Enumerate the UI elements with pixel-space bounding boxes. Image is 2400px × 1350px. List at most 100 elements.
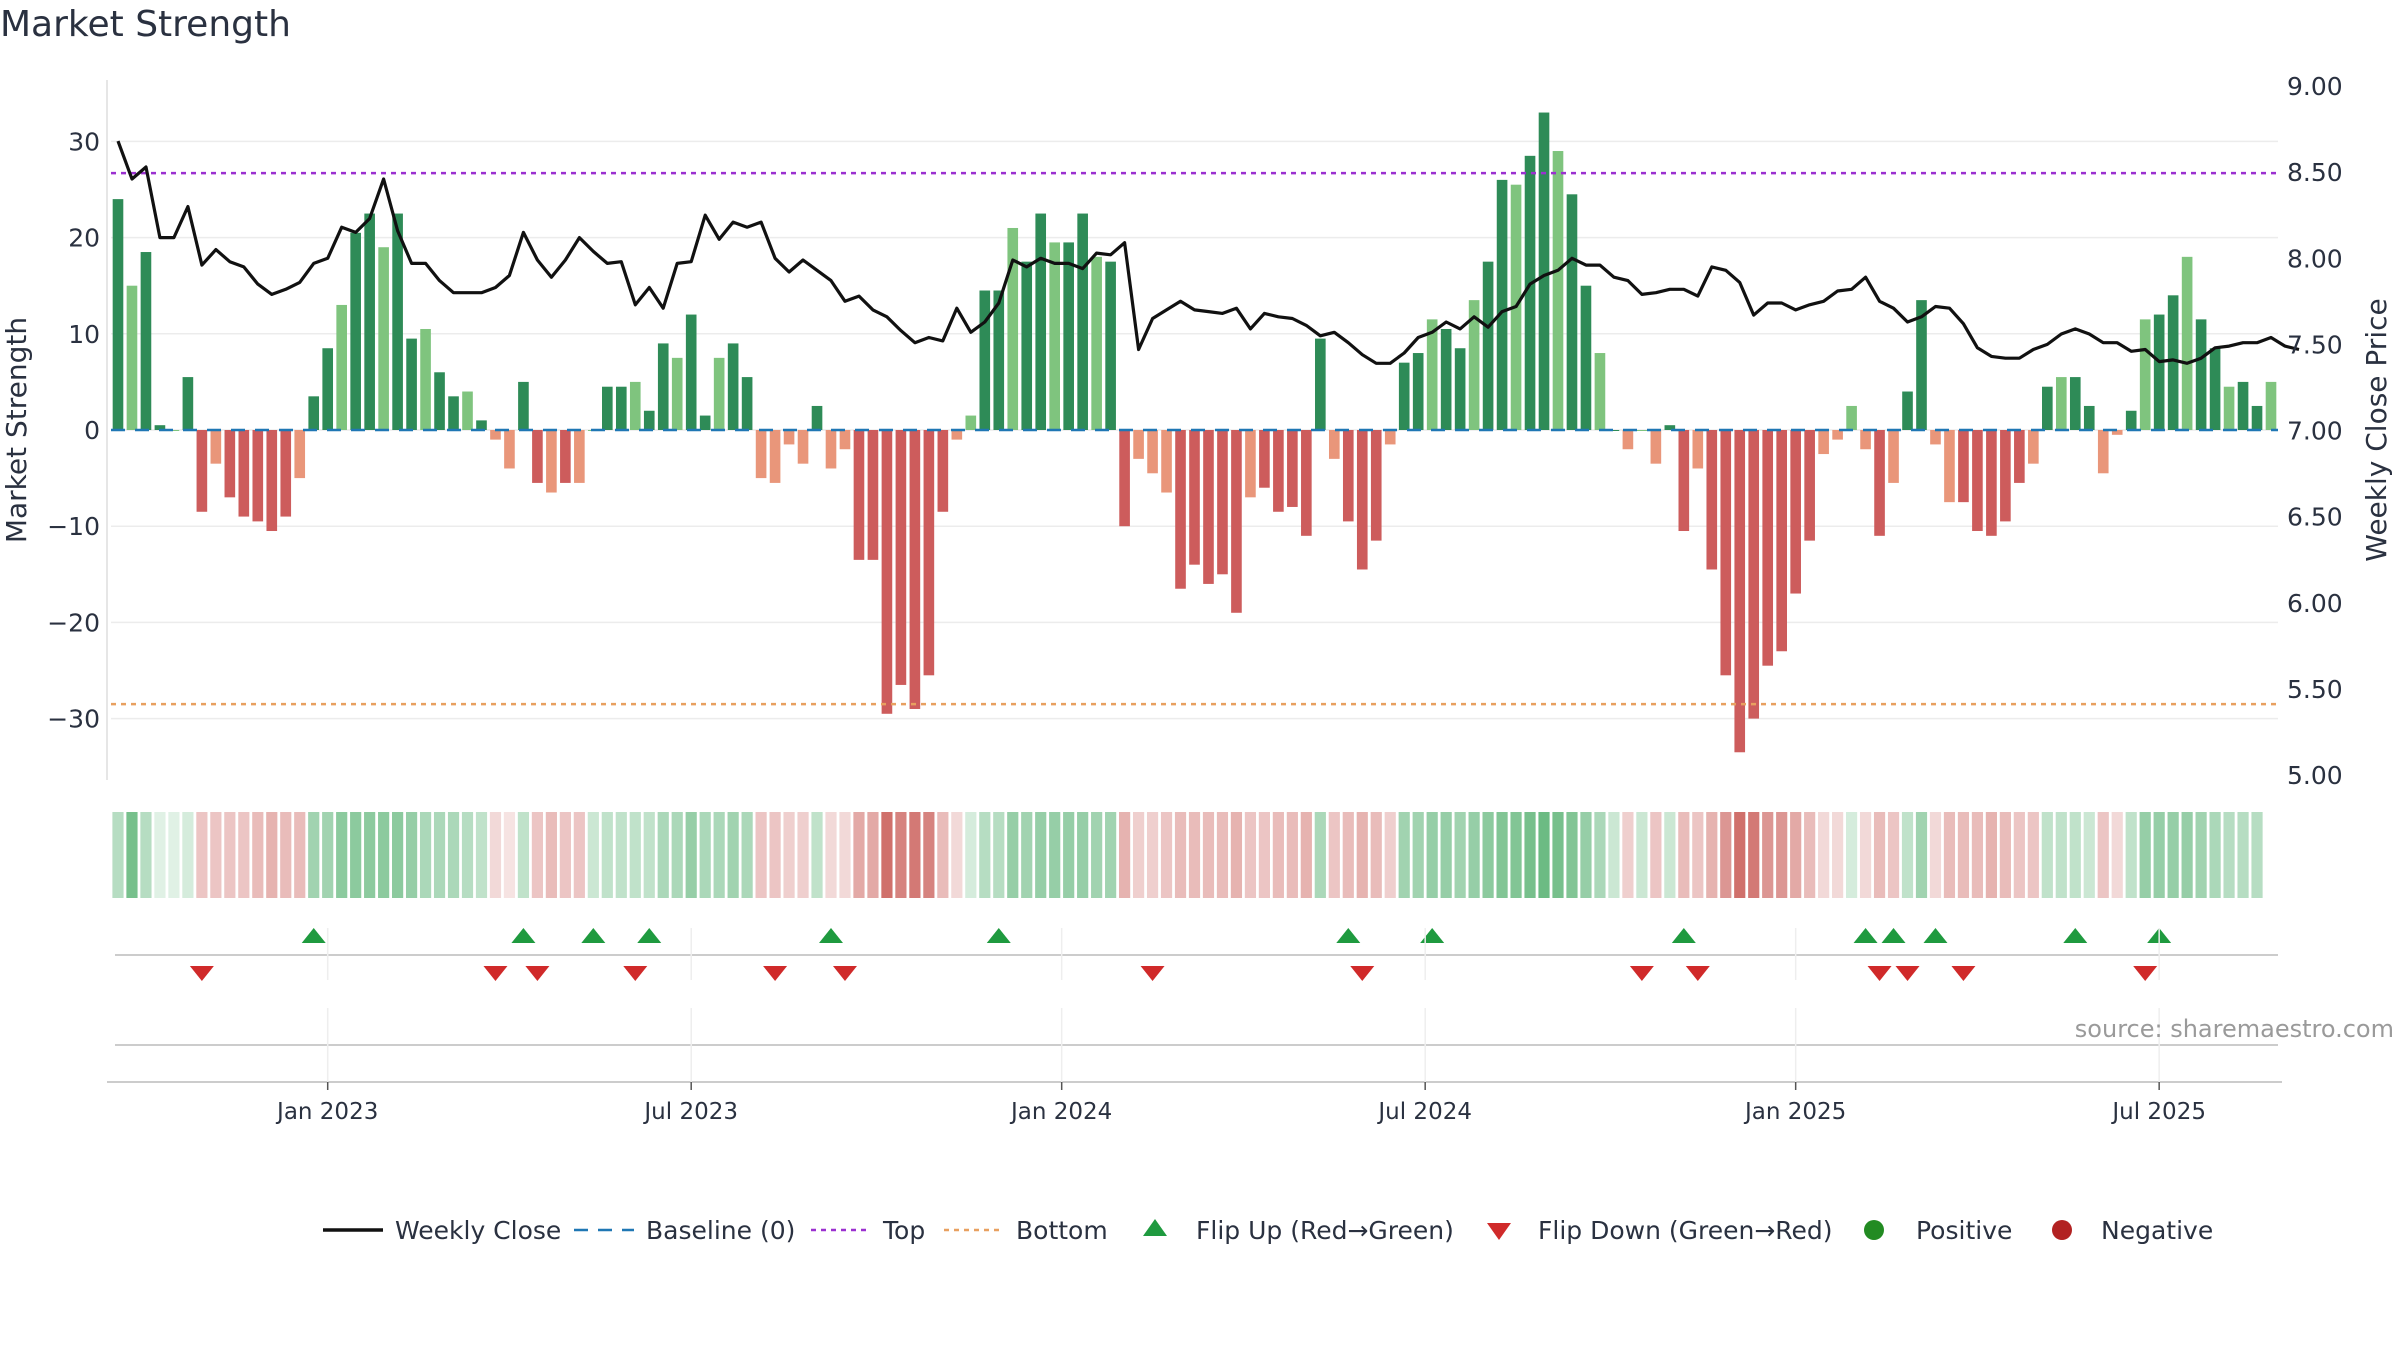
strength-heat-strip xyxy=(112,812,2263,898)
heat-cell xyxy=(2209,812,2221,898)
strength-bar xyxy=(294,430,306,479)
flip-down-marker xyxy=(2133,966,2158,981)
y-right-tick-label: 6.50 xyxy=(2287,503,2343,532)
heat-cell xyxy=(489,812,502,898)
strength-bar xyxy=(1860,430,1871,450)
strength-bar xyxy=(2237,381,2249,430)
strength-bar xyxy=(1077,213,1088,430)
heat-cell xyxy=(2195,812,2207,898)
strength-bar xyxy=(280,430,292,517)
strength-bar xyxy=(532,430,543,483)
flip-down-marker xyxy=(1629,966,1654,981)
heat-cell xyxy=(447,812,460,898)
strength-bar xyxy=(713,357,725,430)
y-tick-label: 20 xyxy=(68,224,100,253)
flip-down-marker xyxy=(1350,966,1375,981)
strength-bar xyxy=(406,338,417,430)
heat-cell xyxy=(2237,812,2249,898)
flip-down-marker xyxy=(1867,966,1892,981)
heat-cell xyxy=(126,812,138,898)
strength-bar xyxy=(1384,430,1396,445)
heat-cell xyxy=(1244,812,1257,898)
flip-down-marker xyxy=(1951,966,1976,981)
heat-cell xyxy=(2083,812,2095,898)
strength-bar xyxy=(1496,179,1508,430)
flip-down-marker xyxy=(483,966,508,981)
strength-bar xyxy=(2097,430,2109,474)
flip-down-marker xyxy=(189,966,214,981)
legend-label: Baseline (0) xyxy=(646,1216,795,1245)
y-right-tick-label: 5.50 xyxy=(2287,675,2343,704)
strength-bar xyxy=(1650,430,1662,464)
strength-bar xyxy=(1105,261,1116,430)
strength-bar xyxy=(1622,430,1634,450)
strength-bar xyxy=(2167,295,2179,430)
heat-cell xyxy=(364,812,376,898)
heat-cell xyxy=(1664,812,1676,898)
strength-bar xyxy=(1538,112,1550,430)
heat-cell xyxy=(1734,812,1746,898)
legend: Weekly Close Baseline (0) Top Bottom Flip Up… xyxy=(323,1216,2213,1245)
legend-swatch-flip-down xyxy=(1487,1223,1511,1240)
strength-bar xyxy=(1790,430,1801,594)
strength-bar xyxy=(518,381,529,430)
strength-bar xyxy=(2265,381,2277,430)
strength-bar xyxy=(1580,285,1592,430)
strength-bar xyxy=(2055,377,2067,430)
heat-cell xyxy=(308,812,320,898)
heat-cell xyxy=(1510,812,1522,898)
y-right-tick-label: 7.50 xyxy=(2287,330,2343,359)
strength-bar xyxy=(1888,430,1899,483)
strength-bar xyxy=(1021,261,1033,430)
flip-up-marker xyxy=(1420,928,1445,943)
strength-bar xyxy=(308,396,320,430)
heat-cell xyxy=(517,812,530,898)
strength-bar xyxy=(448,396,459,430)
heat-cell xyxy=(280,812,292,898)
strength-bar xyxy=(2223,386,2235,430)
heat-cell xyxy=(1286,812,1298,898)
flip-markers-panel xyxy=(115,928,2278,1046)
strength-bar xyxy=(182,377,194,430)
heat-cell xyxy=(1706,812,1718,898)
heat-cell xyxy=(350,812,362,898)
strength-bar xyxy=(839,430,851,450)
strength-bar xyxy=(1440,328,1452,430)
strength-bar xyxy=(392,213,403,430)
heat-cell xyxy=(1146,812,1159,898)
strength-bar xyxy=(1958,430,1969,503)
heat-cell xyxy=(2013,812,2025,898)
y-right-tick-label: 9.00 xyxy=(2287,72,2343,101)
heat-cell xyxy=(1650,812,1662,898)
legend-label: Positive xyxy=(1916,1216,2012,1245)
strength-bar xyxy=(881,430,893,714)
strength-bar xyxy=(1692,430,1704,469)
heat-cell xyxy=(559,812,571,898)
strength-bar xyxy=(825,430,837,469)
heat-cell xyxy=(2125,812,2137,898)
legend-swatch-positive xyxy=(1864,1220,1884,1240)
heat-cell xyxy=(1202,812,1215,898)
heat-cell xyxy=(1608,812,1620,898)
heat-cell xyxy=(252,812,264,898)
axes: 30 20 10 0 −10 −20 −30 9.00 8.50 8.00 7.50 7.00 6.50… xyxy=(47,72,2342,790)
strength-bar xyxy=(1454,348,1466,430)
heat-cell xyxy=(1873,812,1886,898)
strength-bar xyxy=(574,430,585,483)
heat-cell xyxy=(825,812,837,898)
strength-bar xyxy=(741,377,753,430)
flip-down-marker xyxy=(832,966,857,981)
heat-cell xyxy=(1832,812,1844,898)
heat-cell xyxy=(1230,812,1243,898)
strength-bar xyxy=(112,199,124,430)
strength-bar xyxy=(1552,151,1564,430)
strength-bar xyxy=(462,391,473,430)
strength-bar xyxy=(1189,430,1200,565)
heat-cell xyxy=(1482,812,1494,898)
heat-cell xyxy=(378,812,390,898)
y-right-tick-label: 7.00 xyxy=(2287,417,2343,446)
heat-cell xyxy=(741,812,753,898)
heat-cell xyxy=(2153,812,2165,898)
strength-bar xyxy=(266,430,278,532)
